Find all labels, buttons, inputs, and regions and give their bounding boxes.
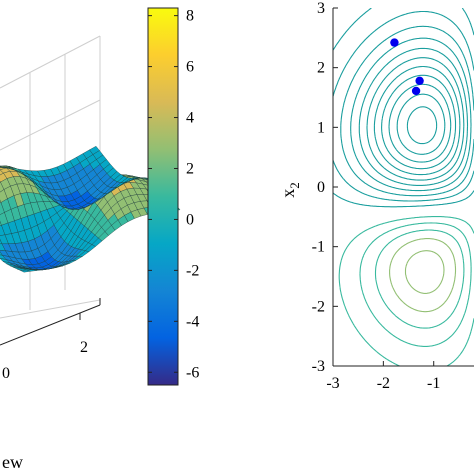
data-point: [411, 86, 421, 96]
contour-level-line: [340, 25, 474, 197]
colorbar-tick-label: -4: [186, 313, 199, 330]
contour-ticks: 3 2 1 0 -1 -2 -3-3 -2 -1: [312, 0, 441, 392]
contour-level-line: [358, 47, 469, 186]
contour-y-tick-label: 2: [317, 60, 325, 77]
contour-level-line: [359, 222, 472, 347]
contour-y-tick-label: -2: [312, 298, 325, 315]
surface-x-tick-0: 0: [2, 365, 10, 382]
contour-lines: [333, 8, 474, 366]
contour-level-line: [366, 57, 465, 181]
contour-level-line: [350, 37, 472, 192]
colorbar-tick-label: 4: [186, 110, 194, 127]
contour-plot-area: [333, 8, 474, 366]
surface-caption-fragment: ew: [2, 452, 23, 472]
colorbar-tick-label: 8: [186, 8, 194, 25]
colorbar-tick-label: 6: [186, 59, 194, 76]
contour-level-line: [333, 8, 474, 208]
contour-level-line: [333, 10, 474, 202]
colorbar-strip: [147, 7, 179, 386]
contour-level-line: [406, 106, 438, 145]
contour-y-tick-label: 0: [317, 179, 325, 196]
colorbar-tick-label: 2: [186, 160, 194, 177]
contour-x-tick-label: -1: [427, 375, 440, 392]
contour-y-tick-label: -3: [312, 358, 325, 375]
surface-panel: 0 2 ew: [0, 35, 181, 472]
contour-points: [390, 38, 424, 96]
surface-axis-lines: [0, 298, 101, 346]
contour-y-tick-label: 1: [317, 119, 325, 136]
colorbar-tick-label: -6: [186, 364, 199, 381]
surface-x-tick-2: 2: [80, 339, 88, 356]
contour-level-line: [381, 74, 457, 170]
contour-level-line: [374, 229, 465, 329]
contour-level-line: [389, 238, 457, 313]
contour-level-line: [388, 83, 452, 163]
surface-mesh: [0, 145, 181, 273]
colorbar: 8 6 4 2 0 -2 -4 -6: [147, 7, 199, 386]
contour-panel: 3 2 1 0 -1 -2 -3-3 -2 -1 x2: [278, 0, 474, 392]
contour-level-line: [396, 93, 446, 155]
contour-y-tick-label: 3: [317, 0, 325, 17]
contour-x-tick-label: -3: [326, 375, 339, 392]
contour-level-line: [338, 216, 474, 366]
contour-x-tick-label: -2: [377, 375, 390, 392]
contour-level-line: [404, 250, 445, 294]
colorbar-tick-label: -2: [186, 262, 199, 279]
colorbar-tick-label: 0: [186, 211, 194, 228]
contour-y-tick-label: -1: [312, 239, 325, 256]
data-point: [390, 38, 399, 47]
data-point: [415, 76, 424, 85]
colorbar-ticks: 8 6 4 2 0 -2 -4 -6: [148, 8, 199, 381]
contour-level-line: [373, 65, 461, 176]
contour-y-label: x2: [278, 182, 302, 198]
